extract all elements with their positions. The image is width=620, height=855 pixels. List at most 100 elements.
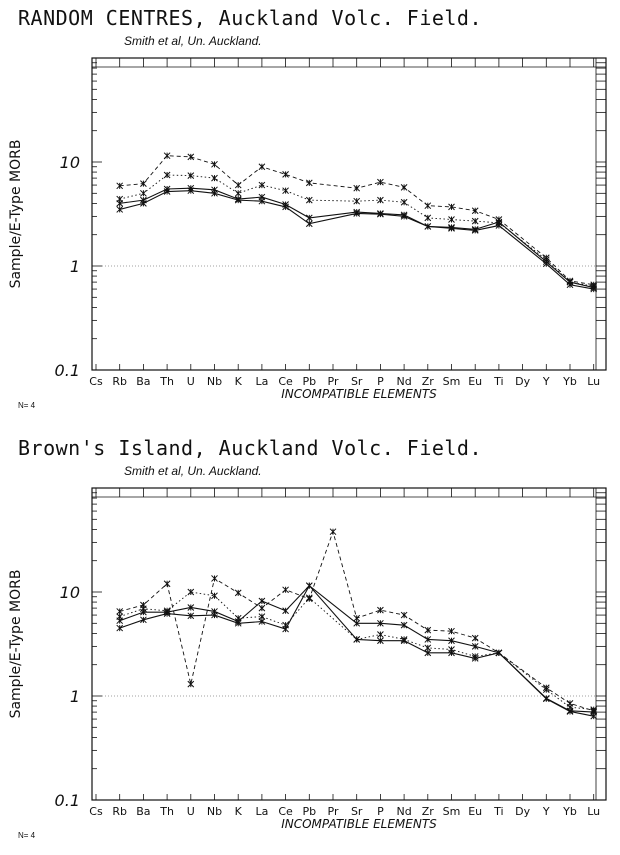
series-3-point	[353, 619, 361, 627]
spider-diagram: Cs Rb Ba Th U Nb K La Ce Pb Pr Sr P Nd Zr Sm Eu Ti Dy Y Yb Lu…	[8, 57, 607, 401]
series-4-point	[590, 285, 598, 293]
series-3-point	[424, 636, 432, 643]
x-tick-label: Nd	[396, 375, 411, 388]
series-1-point	[187, 680, 195, 688]
x-tick-label: Th	[159, 805, 174, 818]
x-tick-label: P	[377, 375, 384, 388]
series-1-point	[116, 608, 124, 615]
x-tick-label: Pb	[302, 375, 316, 388]
series-1-point	[329, 528, 337, 536]
x-axis-label: INCOMPATIBLE ELEMENTS	[281, 817, 437, 831]
series-4-point	[448, 225, 455, 232]
series-4-point	[542, 695, 550, 703]
series-1-point	[116, 182, 124, 190]
series-3-point	[116, 617, 124, 625]
series-1-line	[119, 530, 594, 712]
series-4-point	[163, 188, 171, 195]
series-4-point	[211, 611, 218, 619]
series-1-point	[211, 160, 218, 168]
x-tick-label: Pr	[328, 805, 339, 818]
x-tick-label: Zr	[422, 805, 435, 818]
y-tick-label: 0.1	[55, 361, 80, 380]
x-tick-label: Ba	[136, 805, 150, 818]
series-4-point	[234, 619, 242, 627]
x-tick-label: La	[255, 805, 268, 818]
series-4-point	[353, 636, 361, 643]
series-4-line	[119, 190, 594, 290]
series-3-point	[116, 200, 124, 207]
x-tick-label: La	[255, 375, 268, 388]
series-1-point	[282, 171, 289, 178]
series-2-point	[140, 189, 147, 197]
series-1-point	[234, 589, 242, 597]
x-tick-label: Zr	[422, 375, 435, 388]
series-3-point	[400, 621, 408, 629]
series-2-point	[211, 174, 218, 182]
series-4-point	[116, 206, 124, 213]
series-4-point	[140, 616, 147, 624]
y-tick-label: 1	[70, 257, 80, 276]
series-3-point	[305, 214, 313, 222]
chart-title: Brown's Island, Auckland Volc. Field.	[18, 436, 483, 460]
series-4-point	[187, 187, 195, 195]
x-tick-label: Sm	[443, 375, 461, 388]
series-4-point	[590, 712, 598, 720]
series-2-point	[353, 197, 361, 205]
series-1-point	[424, 626, 432, 634]
series-2-point	[187, 588, 195, 596]
series-1-point	[258, 604, 266, 612]
series-3-point	[282, 607, 289, 615]
x-tick-label: U	[187, 805, 195, 818]
series-2-point	[471, 217, 479, 225]
x-tick-label: Cs	[89, 805, 103, 818]
series-1-point	[140, 180, 147, 187]
series-4-point	[495, 649, 503, 657]
series-4-point	[377, 637, 384, 645]
series-1-point	[234, 181, 242, 189]
series-2-point	[377, 196, 384, 204]
x-tick-label: Yb	[562, 805, 577, 818]
x-tick-label: U	[187, 375, 195, 388]
x-tick-label: Dy	[515, 375, 530, 388]
series-1-point	[400, 184, 408, 191]
series-1-point	[400, 611, 408, 619]
x-tick-label: Rb	[112, 805, 127, 818]
series-1-point	[448, 627, 455, 635]
series-4-point	[471, 655, 479, 662]
series-1-point	[282, 586, 289, 594]
series-1-point	[258, 163, 266, 171]
x-tick-label: Pb	[302, 805, 316, 818]
series-2-point	[424, 214, 432, 222]
chart-subtitle: Smith et al, Un. Auckland.	[124, 34, 262, 48]
x-tick-label: Ti	[493, 805, 503, 818]
x-axis-label: INCOMPATIBLE ELEMENTS	[281, 387, 437, 401]
series-2-point	[400, 198, 408, 206]
x-tick-label: Y	[542, 375, 550, 388]
x-tick-label: Lu	[587, 805, 600, 818]
series-1-point	[377, 606, 384, 614]
series-2-point	[542, 686, 550, 694]
series-3-point	[140, 608, 147, 616]
y-tick-label: 0.1	[55, 791, 80, 810]
x-tick-label: P	[377, 805, 384, 818]
series-4-point	[305, 582, 313, 590]
series-1-point	[471, 634, 479, 642]
x-tick-label: Dy	[515, 805, 530, 818]
series-1-point	[163, 580, 171, 588]
series-1-point	[353, 614, 361, 622]
series-2-point	[187, 172, 195, 179]
y-axis-label: Sample/E-Type MORB	[8, 140, 24, 289]
x-tick-label: Nd	[396, 805, 411, 818]
series-2-point	[305, 594, 313, 602]
series-4-point	[353, 210, 361, 217]
x-tick-label: Th	[159, 375, 174, 388]
series-4-point	[258, 197, 266, 205]
series-1-point	[377, 178, 384, 186]
series-4-point	[495, 222, 503, 229]
x-tick-label: Ce	[278, 805, 293, 818]
series-3-point	[471, 643, 479, 650]
series-4-point	[424, 649, 432, 657]
series-3-point	[377, 619, 384, 627]
series-4-point	[282, 625, 289, 633]
x-tick-label: Ti	[493, 375, 503, 388]
